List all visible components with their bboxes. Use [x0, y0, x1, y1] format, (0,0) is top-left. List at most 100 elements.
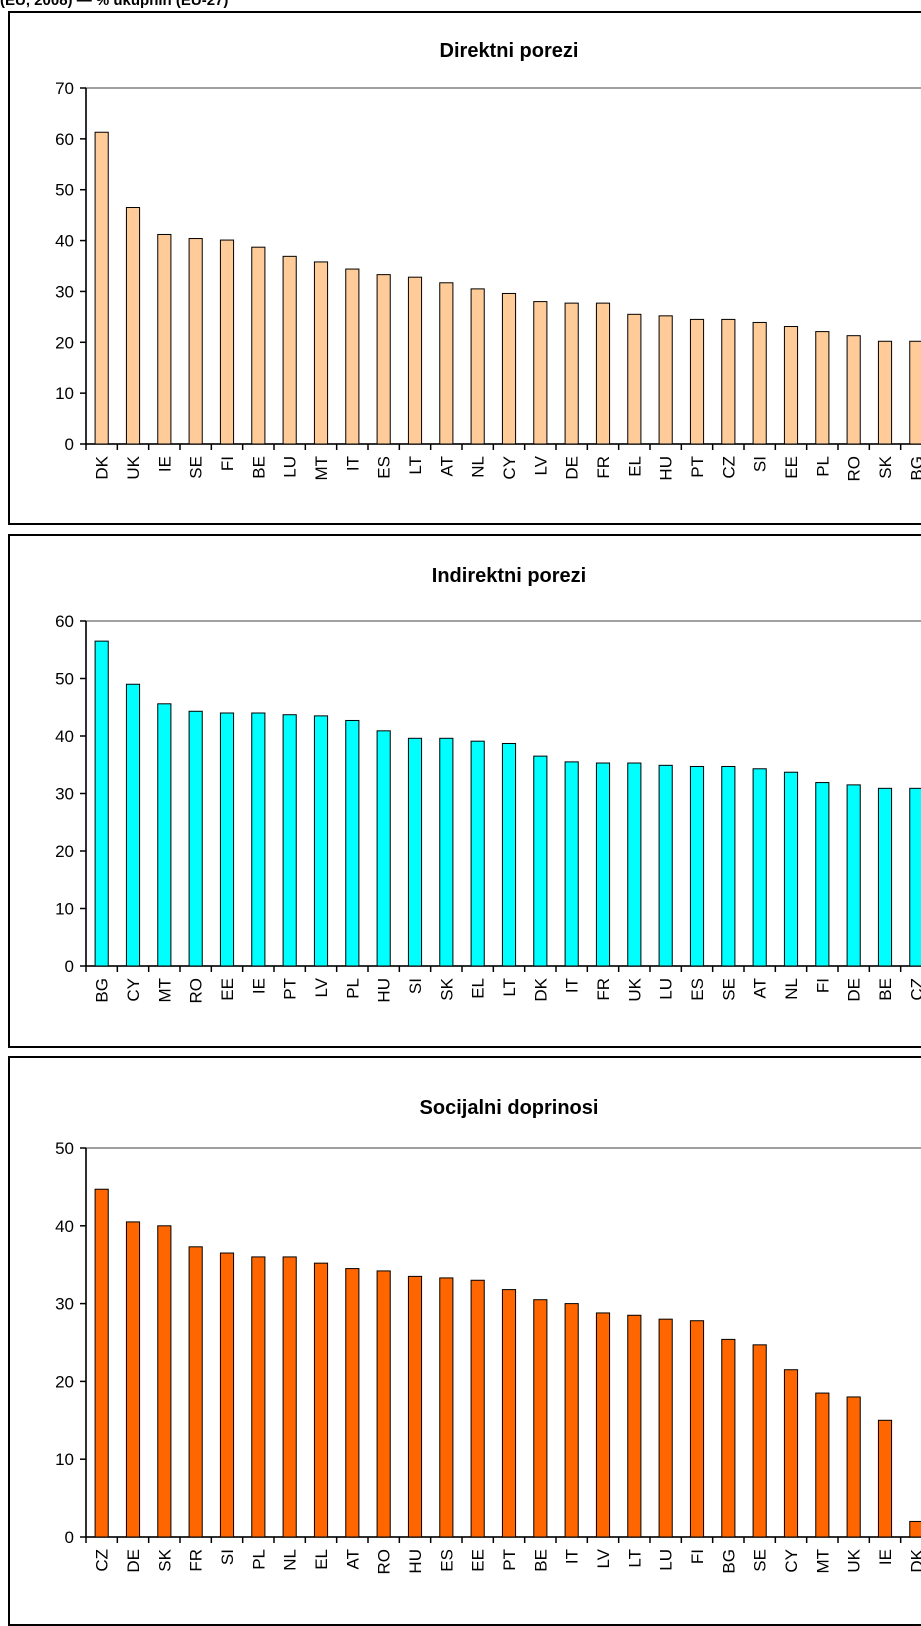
bar [94, 131, 109, 445]
x-tick-label: LU [281, 456, 300, 478]
x-tick-label: EE [469, 1549, 488, 1572]
bar [877, 1419, 893, 1538]
bar [94, 640, 109, 967]
bar [470, 288, 485, 445]
bar [752, 1344, 767, 1538]
chart-indirect-taxes: Indirektni porezi 0 10 20 30 40 50 60 BG CY MT RO EE… [55, 565, 921, 1004]
bar [752, 768, 767, 967]
bar [909, 787, 921, 967]
bar [533, 755, 548, 967]
x-tick-label: DK [531, 977, 550, 1001]
bar [909, 1520, 921, 1538]
x-tick-label: UK [845, 1548, 864, 1572]
x-tick-label: LU [657, 1549, 676, 1571]
bar [313, 261, 329, 445]
x-tick-label: SK [155, 1548, 174, 1571]
y-tick-label: 30 [55, 1295, 74, 1314]
x-tick-label: NL [782, 978, 801, 1000]
bar [658, 764, 673, 967]
chart-title: Direktni porezi [440, 40, 579, 62]
x-tick-label: SI [218, 1549, 237, 1565]
bar [689, 318, 705, 445]
bar [501, 742, 517, 967]
bar [658, 1318, 673, 1538]
x-tick-label: LV [312, 977, 331, 997]
bar [219, 712, 235, 967]
bar [689, 1320, 705, 1538]
bar [627, 313, 642, 445]
bar [909, 340, 921, 445]
x-tick-label: DE [124, 1549, 143, 1573]
bar [533, 301, 548, 445]
y-tick-label: 0 [65, 1528, 74, 1547]
bar [627, 762, 642, 967]
bar [125, 683, 141, 967]
x-tick-label: IE [249, 978, 268, 994]
bar [125, 207, 141, 445]
x-tick-label: FI [218, 456, 237, 471]
bar [501, 1289, 517, 1538]
x-tick-label: FI [688, 1549, 707, 1564]
x-tick-label: CZ [907, 978, 921, 1001]
x-tick-label: LV [594, 1548, 613, 1568]
chart-title: Indirektni porezi [432, 565, 586, 587]
y-tick-label: 20 [55, 1372, 74, 1391]
x-tick-label: NL [469, 456, 488, 478]
bar [846, 1396, 861, 1538]
x-tick-label: FR [594, 978, 613, 1001]
x-tick-label: FI [813, 978, 832, 993]
bar [783, 326, 799, 445]
bar [595, 762, 611, 967]
bar [721, 318, 736, 445]
x-tick-label: AT [437, 456, 456, 476]
bar [470, 740, 485, 967]
bar [376, 1270, 391, 1538]
bar [313, 1262, 329, 1538]
chart-panel-indirect-taxes: Indirektni porezi 0 10 20 30 40 50 60 BG CY MT RO EE… [8, 534, 921, 1048]
x-tick-label: SE [187, 456, 206, 479]
x-tick-label: CY [782, 1549, 801, 1573]
x-tick-label: CY [500, 456, 519, 480]
x-tick-label: IE [876, 1549, 895, 1565]
x-tick-label: IT [563, 978, 582, 993]
x-tick-label: EL [312, 1549, 331, 1570]
bar [157, 703, 172, 967]
y-tick-label: 10 [55, 384, 74, 403]
bar [721, 1338, 736, 1538]
x-tick-label: FR [594, 456, 613, 479]
x-tick-label: RO [187, 978, 206, 1004]
x-tick-label: NL [281, 1549, 300, 1571]
x-tick-label: BE [876, 978, 895, 1001]
x-tick-label: CY [124, 978, 143, 1002]
bar [533, 1299, 548, 1538]
x-tick-label: CZ [719, 456, 738, 479]
x-tick-label: PT [500, 1549, 519, 1571]
y-tick-label: 0 [65, 957, 74, 976]
bar [345, 719, 360, 967]
bar [564, 1303, 579, 1538]
x-tick-label: IT [563, 1549, 582, 1564]
x-tick-label: DE [845, 978, 864, 1002]
x-tick-label: PL [813, 456, 832, 477]
y-tick-label: 10 [55, 900, 74, 919]
x-tick-label: HU [657, 456, 676, 481]
bar [313, 715, 329, 967]
x-tick-label: ES [437, 1549, 456, 1572]
y-tick-label: 40 [55, 232, 74, 251]
bar [94, 1188, 109, 1538]
bar [470, 1279, 485, 1538]
chart-social-contributions: Socijalni doprinosi 0 10 20 30 40 50 CZ DE SK FR SI… [55, 1097, 921, 1575]
y-tick-label: 0 [65, 435, 74, 454]
bar [564, 761, 579, 967]
bar [877, 340, 893, 445]
x-tick-label: AT [751, 978, 770, 998]
bar [877, 787, 893, 967]
x-tick-label: EL [625, 456, 644, 477]
x-tick-label: BG [719, 1549, 738, 1574]
x-tick-label: EE [782, 456, 801, 479]
bar [815, 1392, 830, 1538]
bar [783, 771, 799, 967]
bar [282, 714, 297, 967]
x-tick-label: DE [563, 456, 582, 480]
x-tick-label: FR [187, 1549, 206, 1572]
